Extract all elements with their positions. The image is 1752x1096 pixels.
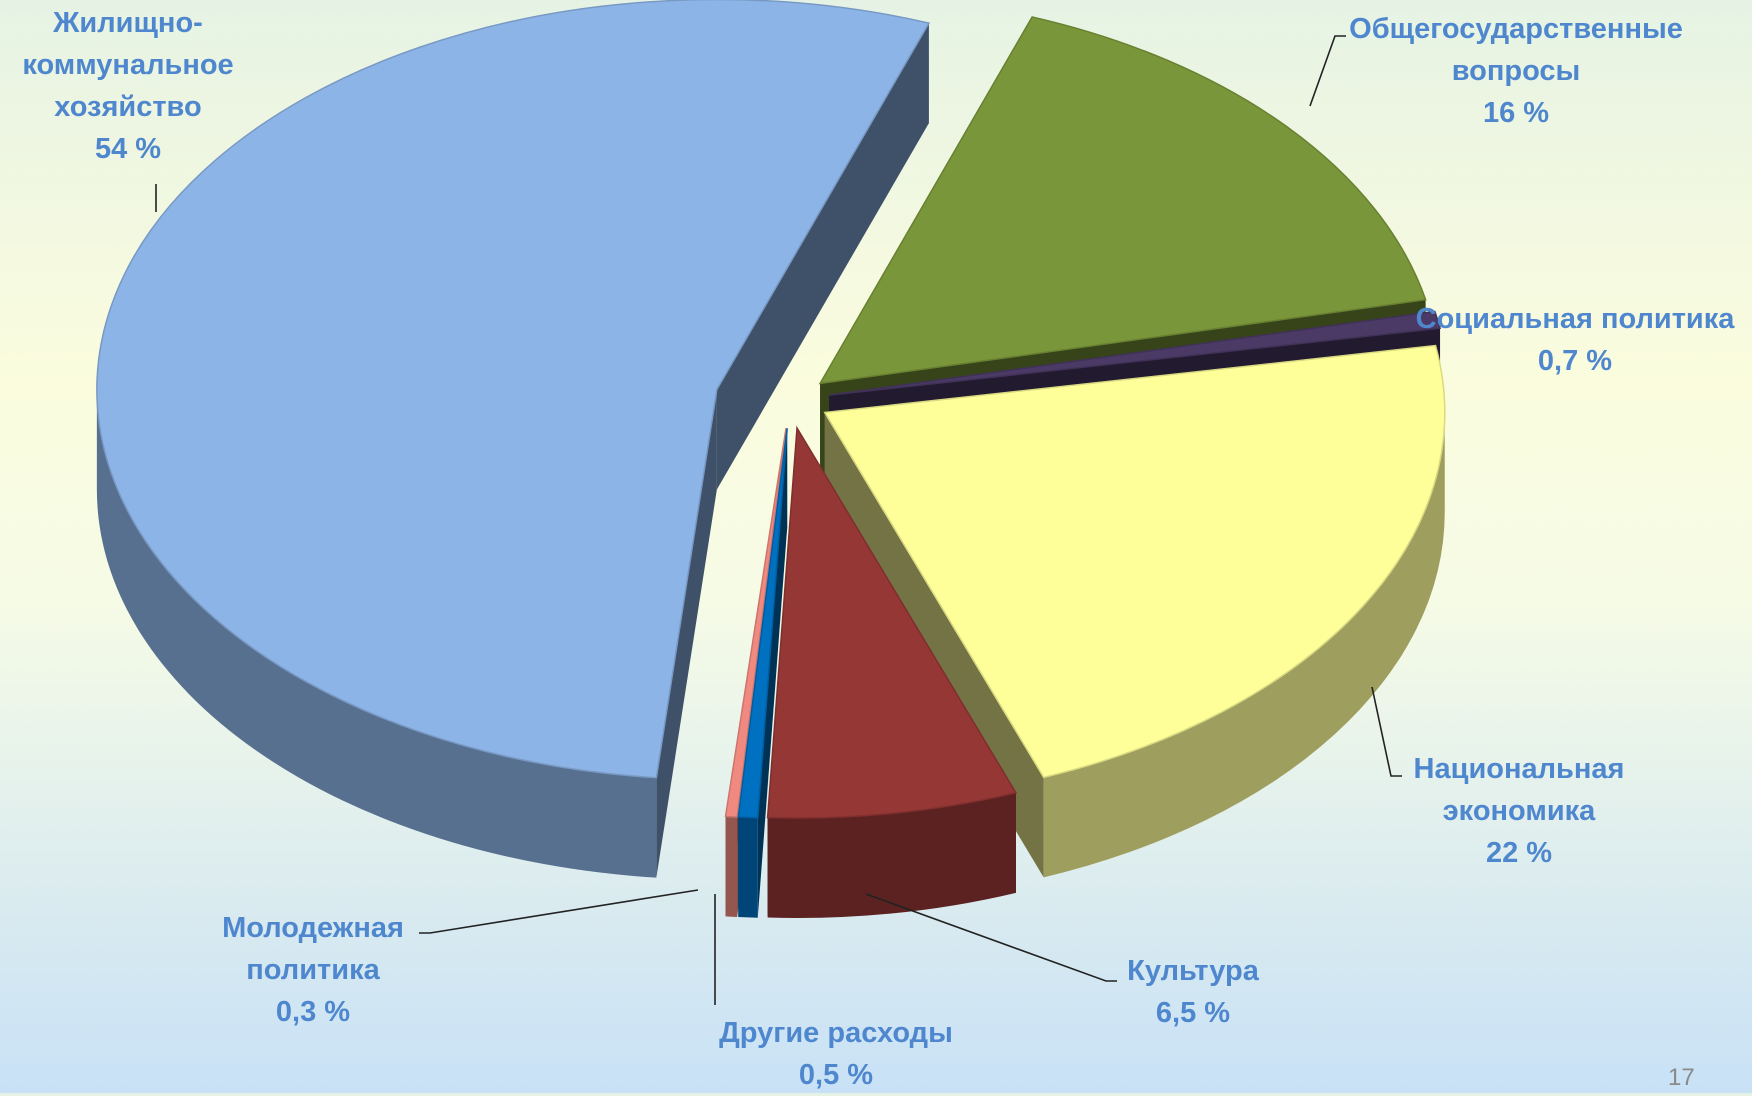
slice xyxy=(724,428,787,818)
value-label: 0,5 % xyxy=(798,1059,874,1091)
slice xyxy=(829,310,1442,396)
value-label: 22 % xyxy=(1485,837,1553,869)
value-label: 54 % xyxy=(94,133,162,165)
data-label: Социальная политика 0,7 % xyxy=(1395,298,1752,382)
category-label: Другие расходы xyxy=(719,1017,953,1049)
slice-side xyxy=(96,389,657,878)
slice-side xyxy=(767,792,1016,918)
slice-side xyxy=(1043,412,1445,878)
leader-lines xyxy=(155,35,1402,1005)
leader-line xyxy=(419,889,699,934)
category-label: Молодежная политика xyxy=(222,912,404,986)
leader-line xyxy=(865,893,1117,982)
slice-side xyxy=(656,389,717,878)
data-label: Культура 6,5 % xyxy=(1043,950,1343,1034)
category-label: Культура xyxy=(1127,955,1259,987)
slice xyxy=(737,428,788,819)
slice-side xyxy=(725,816,738,917)
pie xyxy=(96,0,1446,918)
data-label: Молодежная политика 0,3 % xyxy=(188,907,438,1033)
value-label: 16 % xyxy=(1482,97,1550,129)
data-label: Национальная экономика 22 % xyxy=(1369,748,1669,874)
category-label: Национальная экономика xyxy=(1413,753,1625,827)
category-label: Жилищно-коммунальное хозяйство xyxy=(22,7,234,123)
category-label: Социальная политика xyxy=(1415,303,1735,335)
slice xyxy=(818,16,1427,385)
data-label: Общегосударственные вопросы 16 % xyxy=(1336,8,1696,134)
value-label: 6,5 % xyxy=(1155,997,1231,1029)
value-label: 0,3 % xyxy=(275,996,351,1028)
slice xyxy=(766,425,1018,819)
category-label: Общегосударственные вопросы xyxy=(1349,13,1683,87)
data-label: Другие расходы 0,5 % xyxy=(656,1012,1016,1096)
leader-line xyxy=(1371,686,1402,777)
slice-side xyxy=(738,817,758,918)
slice xyxy=(96,0,931,779)
slice-side xyxy=(716,23,929,490)
slice xyxy=(823,344,1446,779)
data-label: Жилищно-коммунальное хозяйство 54 % xyxy=(0,2,258,170)
page-number: 17 xyxy=(1668,1064,1695,1091)
leader-line xyxy=(1309,35,1346,107)
value-label: 0,7 % xyxy=(1537,345,1613,377)
